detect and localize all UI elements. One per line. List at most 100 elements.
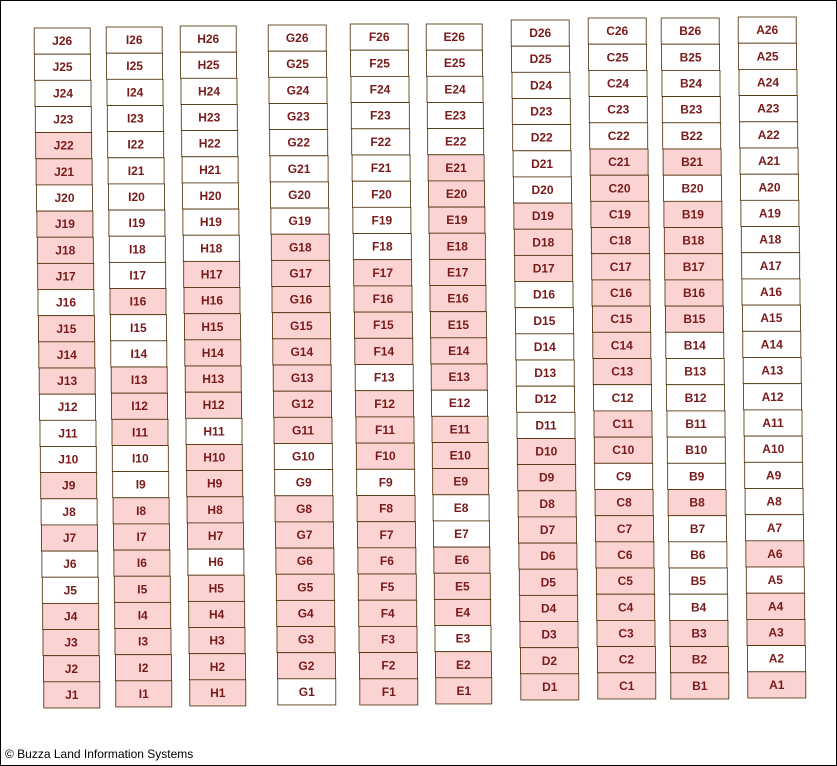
plot-cell[interactable] [661,43,720,71]
plot-a24[interactable]: A24 [738,69,798,96]
plot-b16[interactable]: B16 [664,279,724,307]
plot-cell[interactable] [269,129,329,157]
plot-cell[interactable] [273,443,333,471]
plot-j25[interactable]: J25 [34,53,91,81]
plot-cell[interactable] [426,75,484,103]
plot-h7[interactable]: H7 [187,522,244,550]
plot-j7[interactable]: J7 [41,524,98,552]
plot-d5[interactable]: D5 [518,568,578,596]
plot-c2[interactable]: C2 [597,646,656,674]
plot-j17[interactable]: J17 [37,262,95,290]
plot-f7[interactable]: F7 [357,521,416,549]
plot-a8[interactable]: A8 [744,488,804,516]
plot-cell[interactable] [666,384,725,412]
plot-i5[interactable]: I5 [113,575,171,603]
plot-cell[interactable] [739,147,799,175]
plot-f10[interactable]: F10 [355,442,415,470]
plot-b15[interactable]: B15 [665,305,724,333]
plot-f11[interactable]: F11 [355,416,415,444]
plot-cell[interactable] [743,409,803,437]
plot-a21[interactable]: A21 [739,147,799,175]
plot-g8[interactable]: G8 [274,495,334,523]
plot-cell[interactable] [516,438,576,466]
plot-cell[interactable] [746,619,806,646]
plot-cell[interactable] [39,393,96,421]
plot-cell[interactable] [106,105,164,133]
plot-cell[interactable] [742,304,801,332]
plot-cell[interactable] [520,673,580,701]
plot-cell[interactable] [354,364,414,392]
plot-cell[interactable] [274,469,334,497]
plot-j23[interactable]: J23 [34,106,92,134]
plot-e3[interactable]: E3 [434,625,492,653]
plot-g10[interactable]: G10 [273,443,333,471]
plot-cell[interactable] [189,679,247,707]
plot-cell[interactable] [518,542,578,570]
plot-a17[interactable]: A17 [741,252,801,280]
plot-cell[interactable] [516,385,575,413]
plot-f2[interactable]: F2 [358,652,418,680]
plot-a4[interactable]: A4 [746,592,806,620]
plot-cell[interactable] [660,17,720,45]
plot-cell[interactable] [185,391,243,419]
plot-c12[interactable]: C12 [593,384,652,412]
plot-cell[interactable] [740,199,800,227]
plot-e5[interactable]: E5 [433,572,491,600]
plot-cell[interactable] [183,287,241,315]
plot-cell[interactable] [43,681,101,709]
plot-f18[interactable]: F18 [352,233,412,261]
plot-h11[interactable]: H11 [185,417,243,445]
plot-e10[interactable]: E10 [431,442,489,470]
plot-cell[interactable] [519,595,579,622]
plot-b18[interactable]: B18 [663,227,723,255]
plot-cell[interactable] [738,69,798,96]
plot-cell[interactable] [39,446,97,474]
plot-cell[interactable] [513,176,572,204]
plot-c24[interactable]: C24 [588,70,648,97]
plot-d12[interactable]: D12 [516,385,575,413]
plot-cell[interactable] [432,494,490,522]
plot-i14[interactable]: I14 [110,340,168,368]
plot-cell[interactable] [746,592,806,620]
plot-cell[interactable] [589,122,649,150]
plot-cell[interactable] [354,337,414,365]
plot-i24[interactable]: I24 [106,78,164,106]
plot-i9[interactable]: I9 [112,471,170,499]
plot-f16[interactable]: F16 [353,285,413,313]
plot-cell[interactable] [594,462,654,490]
plot-g25[interactable]: G25 [268,50,328,78]
plot-cell[interactable] [273,390,333,418]
plot-cell[interactable] [517,464,577,492]
plot-b2[interactable]: B2 [670,646,729,674]
plot-f1[interactable]: F1 [359,678,419,706]
plot-a14[interactable]: A14 [742,330,802,358]
plot-cell[interactable] [356,495,416,523]
plot-j21[interactable]: J21 [35,158,93,186]
plot-a13[interactable]: A13 [742,357,802,385]
plot-cell[interactable] [593,384,652,412]
plot-h16[interactable]: H16 [183,287,241,315]
plot-cell[interactable] [590,200,650,228]
plot-c7[interactable]: C7 [595,515,654,543]
plot-cell[interactable] [511,98,571,126]
plot-f21[interactable]: F21 [351,154,411,182]
plot-e6[interactable]: E6 [433,546,491,574]
plot-b10[interactable]: B10 [666,436,726,464]
plot-cell[interactable] [271,259,331,287]
plot-c3[interactable]: C3 [596,620,656,647]
plot-cell[interactable] [180,77,238,105]
plot-cell[interactable] [737,16,797,44]
plot-c17[interactable]: C17 [591,253,651,281]
plot-i21[interactable]: I21 [107,157,165,185]
plot-cell[interactable] [42,629,100,657]
plot-c9[interactable]: C9 [594,462,654,490]
plot-cell[interactable] [267,24,327,52]
plot-j14[interactable]: J14 [38,341,96,369]
plot-f3[interactable]: F3 [358,626,418,653]
plot-a20[interactable]: A20 [740,173,799,201]
plot-cell[interactable] [433,520,490,548]
plot-g7[interactable]: G7 [275,521,334,549]
plot-j1[interactable]: J1 [43,681,101,709]
plot-cell[interactable] [113,575,171,603]
plot-cell[interactable] [427,154,485,182]
